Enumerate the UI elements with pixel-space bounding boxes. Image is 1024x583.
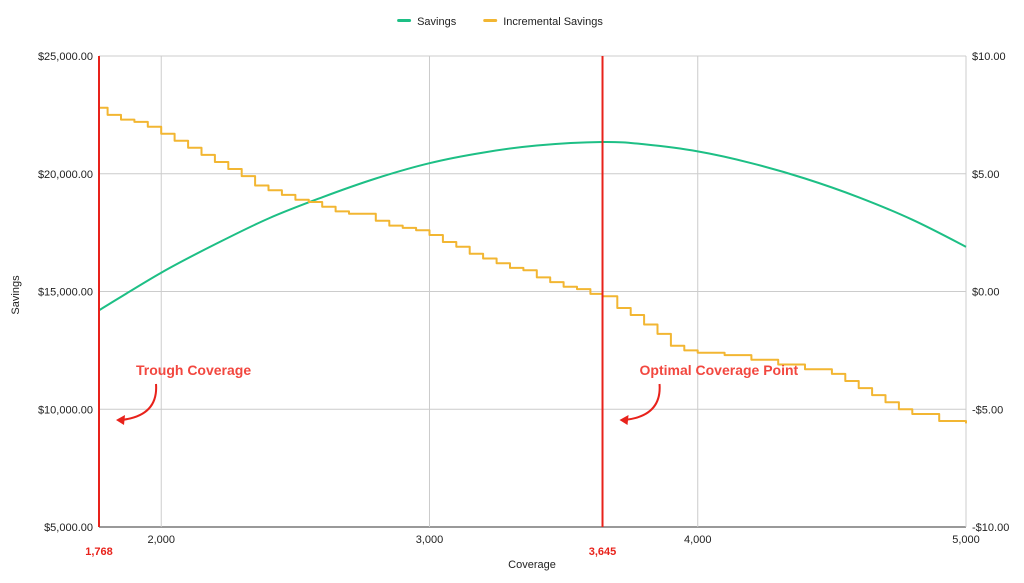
x-tick-label: 2,000	[147, 534, 175, 546]
marker-x-label: 1,768	[85, 546, 113, 558]
y-axis-left-title: Savings	[10, 275, 22, 315]
legend-label: Incremental Savings	[503, 16, 603, 28]
marker-x-label: 3,645	[589, 546, 617, 558]
legend-swatch	[483, 19, 498, 22]
series-layer	[98, 106, 967, 424]
gridlines	[99, 55, 967, 528]
y-right-tick-label: -$5.00	[972, 404, 1003, 416]
y-right-tick-label: -$10.00	[972, 522, 1009, 534]
x-tick-label: 3,000	[416, 534, 444, 546]
y-left-tick-label: $20,000.00	[38, 169, 93, 181]
arrowhead-icon	[116, 415, 125, 425]
annotation-arrow	[624, 383, 661, 421]
annotation-text: Trough Coverage	[136, 362, 251, 378]
y-right-tick-label: $5.00	[972, 169, 1000, 181]
tick-labels: $5,000.00 $10,000.00 $15,000.00 $20,000.00 $…	[38, 51, 1009, 546]
x-axis-title: Coverage	[508, 559, 556, 571]
legend-swatch	[397, 19, 412, 22]
series-line-incremental-savings	[99, 106, 967, 424]
y-left-tick-label: $10,000.00	[38, 404, 93, 416]
annotation-arrow	[120, 383, 158, 421]
x-tick-label: 4,000	[684, 534, 712, 546]
y-left-tick-label: $25,000.00	[38, 51, 93, 63]
series-line-savings	[98, 140, 967, 312]
y-right-tick-label: $0.00	[972, 287, 1000, 299]
legend-label: Savings	[417, 16, 457, 28]
y-left-tick-label: $15,000.00	[38, 287, 93, 299]
y-left-tick-label: $5,000.00	[44, 522, 93, 534]
annotation-text: Optimal Coverage Point	[640, 362, 799, 378]
x-tick-label: 5,000	[952, 534, 980, 546]
y-right-tick-label: $10.00	[972, 51, 1006, 63]
arrowhead-icon	[619, 415, 629, 425]
marker-layer: 1,768 Trough Coverage 3,645 Optimal Coverag…	[85, 56, 799, 558]
legend: Savings Incremental Savings	[397, 16, 603, 28]
